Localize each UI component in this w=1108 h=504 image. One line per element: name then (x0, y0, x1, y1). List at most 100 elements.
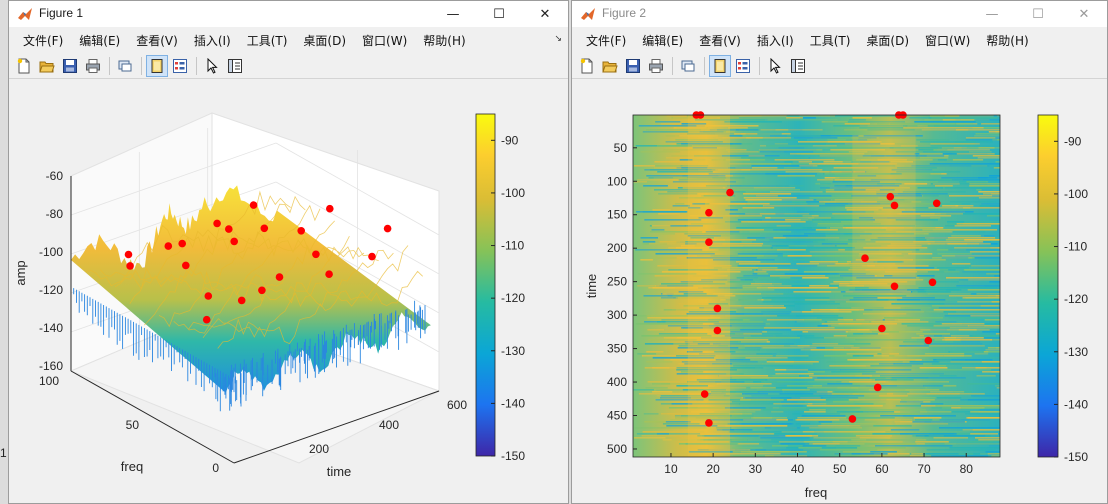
menu-desktop[interactable]: 桌面(D) (866, 33, 910, 48)
surface (71, 185, 431, 412)
colorbar: -90 -100 -110 -120 -130 -140 -150 (1037, 114, 1088, 464)
peak-marker (325, 270, 333, 278)
close-button[interactable]: ✕ (1078, 6, 1090, 22)
freq-tick: 60 (875, 462, 889, 476)
figure-1-window: Figure 1 — ☐ ✕ 文件(F) 编辑(E) 查看(V) 插入(I) 工… (8, 0, 569, 504)
colorbar-tick: -90 (1064, 134, 1082, 148)
toolbar-separator (759, 56, 760, 75)
maximize-button[interactable]: ☐ (1032, 6, 1044, 22)
freq-tick: 100 (39, 374, 59, 388)
toolbar-separator (672, 56, 673, 75)
peak-marker (890, 282, 899, 291)
new-file-icon[interactable] (13, 55, 35, 77)
menu-bar: 文件(F) 编辑(E) 查看(V) 插入(I) 工具(T) 桌面(D) 窗口(W… (9, 29, 568, 51)
menu-view[interactable]: 查看(V) (136, 33, 178, 48)
plot-layout-icon[interactable] (146, 54, 168, 77)
heatmap-plot[interactable]: 10 20 30 40 50 60 70 80 50 100 150 200 250 300 350 400… (572, 81, 1108, 504)
open-folder-icon[interactable] (599, 55, 621, 77)
time-tick: 450 (607, 409, 627, 423)
figure-canvas: -60 -80 -100 -120 -140 -160 amp 100 50 0… (9, 81, 568, 503)
maximize-button[interactable]: ☐ (493, 6, 505, 22)
time-axis-label: time (584, 274, 599, 299)
menu-help[interactable]: 帮助(H) (986, 33, 1029, 48)
peak-marker (213, 219, 221, 228)
menu-insert[interactable]: 插入(I) (756, 33, 794, 48)
colorbar-tick: -140 (501, 396, 525, 410)
peak-marker (178, 239, 186, 248)
peak-marker (204, 292, 213, 300)
print-icon[interactable] (82, 55, 104, 77)
colorbar-tick: -90 (501, 133, 519, 147)
colorbar-tick: -100 (501, 186, 525, 200)
peak-marker (368, 252, 376, 261)
peak-marker (924, 336, 933, 345)
peak-marker (713, 326, 722, 335)
menu-edit[interactable]: 编辑(E) (642, 33, 684, 48)
title-bar[interactable]: Figure 2 — ☐ ✕ (572, 1, 1107, 27)
menu-file[interactable]: 文件(F) (586, 33, 627, 48)
minimize-button[interactable]: — (446, 6, 460, 22)
colorbar-tick: -120 (501, 291, 525, 305)
surface-plot[interactable]: -60 -80 -100 -120 -140 -160 amp 100 50 0… (9, 81, 569, 504)
minimize-button[interactable]: — (985, 6, 999, 22)
peak-marker (237, 296, 246, 305)
toolbar-separator (109, 56, 110, 75)
print-icon[interactable] (645, 55, 667, 77)
menu-help[interactable]: 帮助(H) (423, 33, 466, 48)
title-bar[interactable]: Figure 1 — ☐ ✕ (9, 1, 568, 27)
menu-tools[interactable]: 工具(T) (809, 33, 851, 48)
save-icon[interactable] (622, 55, 644, 77)
z-tick: -140 (39, 321, 63, 335)
freq-axis-label: freq (805, 485, 827, 500)
colorbar-tick: -130 (1064, 345, 1088, 359)
link-icon[interactable] (114, 55, 136, 77)
menu-edit[interactable]: 编辑(E) (79, 33, 121, 48)
peak-marker (249, 201, 258, 209)
freq-tick: 0 (212, 461, 219, 475)
new-file-icon[interactable] (576, 55, 598, 77)
menu-window[interactable]: 窗口(W) (925, 33, 971, 48)
peak-marker (124, 250, 133, 259)
panel-icon[interactable] (224, 55, 246, 77)
heatmap-image (633, 115, 1000, 457)
peak-marker (932, 199, 941, 208)
menu-bar: 文件(F) 编辑(E) 查看(V) 插入(I) 工具(T) 桌面(D) 窗口(W… (572, 29, 1107, 51)
dock-arrow-icon[interactable]: ↘ (554, 34, 562, 44)
menu-desktop[interactable]: 桌面(D) (303, 33, 347, 48)
link-icon[interactable] (677, 55, 699, 77)
window-title: Figure 2 (602, 6, 647, 20)
colorbar: -90 -100 -110 -120 -130 -140 -150 (475, 113, 525, 463)
peak-marker (886, 192, 895, 201)
pointer-icon[interactable] (201, 55, 223, 77)
menu-file[interactable]: 文件(F) (23, 33, 64, 48)
menu-window[interactable]: 窗口(W) (362, 33, 408, 48)
pointer-icon[interactable] (764, 55, 786, 77)
property-editor-icon[interactable] (169, 55, 191, 77)
freq-axis-label: freq (121, 459, 143, 474)
toolbar-separator (704, 56, 705, 75)
freq-axis-ticks: 100 50 0 (39, 374, 219, 475)
plot-layout-icon[interactable] (709, 54, 731, 77)
z-axis-label: amp (13, 260, 28, 285)
property-editor-icon[interactable] (732, 55, 754, 77)
panel-icon[interactable] (787, 55, 809, 77)
freq-tick: 70 (917, 462, 931, 476)
menu-tools[interactable]: 工具(T) (246, 33, 288, 48)
save-icon[interactable] (59, 55, 81, 77)
peak-markers (124, 201, 392, 324)
figure-canvas: 10 20 30 40 50 60 70 80 50 100 150 200 250 300 350 400… (572, 81, 1107, 503)
open-folder-icon[interactable] (36, 55, 58, 77)
peak-marker (890, 201, 899, 210)
freq-tick: 80 (960, 462, 974, 476)
time-tick: 50 (614, 141, 628, 155)
menu-view[interactable]: 查看(V) (699, 33, 741, 48)
peak-marker (928, 278, 937, 287)
peak-marker (260, 224, 269, 233)
colorbar-tick: -130 (501, 344, 525, 358)
menu-insert[interactable]: 插入(I) (193, 33, 231, 48)
close-button[interactable]: ✕ (539, 6, 551, 22)
time-tick: 200 (607, 241, 627, 255)
z-axis-ticks: -60 -80 -100 -120 -140 -160 (39, 169, 63, 373)
colorbar-tick: -100 (1064, 187, 1088, 201)
